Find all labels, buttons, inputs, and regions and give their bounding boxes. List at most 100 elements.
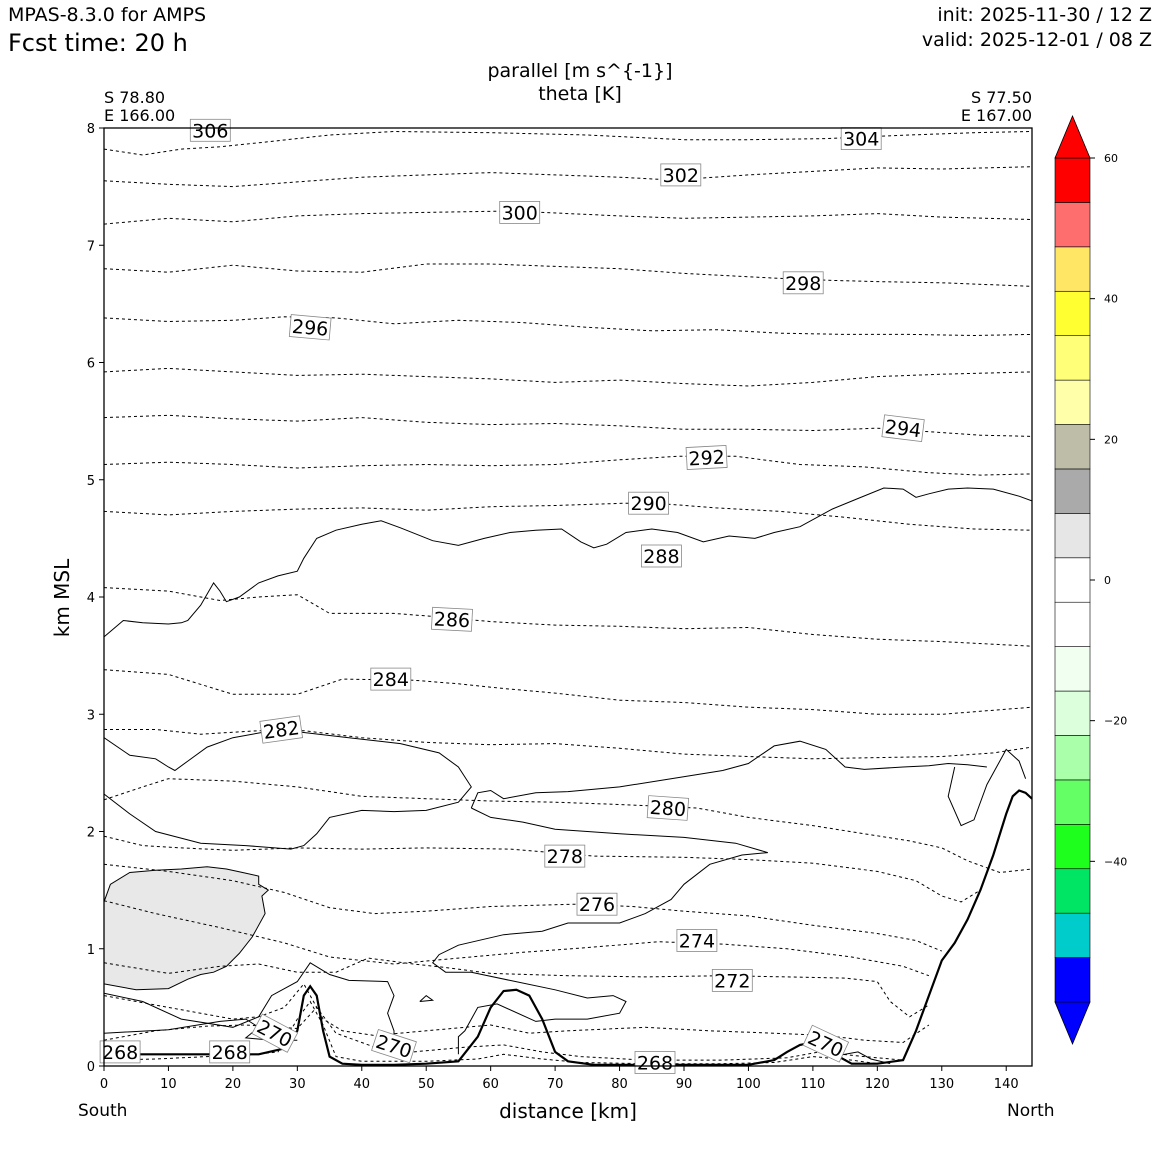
shaded-region [104,866,270,991]
forecast-time: Fcst time: 20 h [8,29,188,57]
theta-label: 280 [646,795,690,821]
theta-label-text: 302 [663,165,699,187]
theta-label: 288 [641,544,682,568]
colorbar-tick-label: 60 [1104,152,1118,165]
x-axis-label: distance [km] [499,1099,637,1123]
colorbar-over-triangle [1054,114,1091,159]
theta-label-box [660,163,702,187]
colorbar-bin [1054,601,1091,647]
theta-label: 290 [628,491,669,515]
colorbar-bin [1054,157,1091,203]
theta-label: 268 [634,1051,676,1075]
contour-labels: 306 304 302 300 298 296 294 292 290 288 286 284 282 2… [99,118,925,1075]
theta-line [104,130,1032,156]
colorbar-tick-label: 20 [1104,433,1118,446]
colorbar-bin [1054,868,1091,914]
theta-line [104,316,1032,337]
theta-label-box [251,1013,299,1053]
colorbar-bin [1054,557,1091,603]
wind-line [947,748,1027,827]
theta-label-box [370,667,412,691]
theta-line [104,455,1032,476]
theta-label-box [782,271,824,295]
theta-label-text: 274 [679,931,715,953]
chart-subtitle: theta [K] [538,83,622,105]
theta-label-box [628,491,669,515]
colorbar-bin [1054,735,1091,781]
theta-label-box [634,1051,676,1074]
y-tick-label: 0 [87,1060,95,1075]
theta-label-text: 304 [843,129,879,151]
colorbar-bin [1054,202,1091,248]
theta-label-text: 268 [637,1053,673,1075]
wind-line [104,487,1032,638]
wind-line [431,807,768,1055]
theta-label-text: 300 [502,202,538,224]
theta-label: 304 [840,127,882,151]
theta-label: 286 [431,606,473,632]
theta-label-text: 272 [714,970,750,992]
x-tick-label: 30 [289,1077,306,1092]
theta-label: 298 [782,271,824,295]
theta-line [104,983,930,1044]
x-tick-label: 70 [547,1077,564,1092]
theta-label: 270 [802,1024,850,1063]
colorbar-bin [1054,468,1091,514]
y-tick-label: 3 [87,708,95,723]
theta-label-text: 284 [373,669,409,691]
theta-label-box [499,200,541,224]
theta-line [104,669,1032,715]
y-tick-label: 4 [87,591,95,606]
theta-label-box [641,544,682,568]
theta-label: 300 [499,200,541,224]
theta-label: 296 [288,314,332,341]
theta-label-box [259,715,303,744]
wind-line [470,740,987,809]
x-tick-label: 80 [611,1077,628,1092]
theta-line [104,263,1032,287]
theta-label: 270 [371,1028,417,1064]
x-tick-label: 50 [418,1077,435,1092]
shaded-regions [104,866,270,991]
theta-label-box [99,1040,141,1064]
terrain-line [104,789,1032,1066]
theta-label-text: 276 [579,894,615,916]
theta-label: 284 [370,667,412,691]
theta-label: 274 [676,929,718,953]
theta-line [104,502,1032,531]
theta-label-box [189,118,231,142]
theta-label: 302 [660,163,702,187]
init-time: init: 2025-11-30 / 12 Z [937,4,1152,26]
theta-line [104,367,1032,387]
theta-label: 278 [544,844,586,868]
right-endpoint-lat: S 77.50 [970,88,1032,107]
theta-label-text: 278 [547,846,583,868]
colorbar-bin [1054,246,1091,292]
theta-label-box [544,844,586,868]
theta-label: 306 [189,118,231,142]
colorbar: 60 40 20 0 −20 −40 [1054,114,1127,1046]
colorbar-tick-label: −40 [1104,855,1127,868]
theta-label-box [685,445,728,470]
theta-label-text: 294 [884,416,923,442]
valid-time: valid: 2025-12-01 / 08 Z [921,29,1152,51]
theta-label-text: 270 [373,1031,414,1063]
theta-label-text: 296 [291,316,329,341]
theta-label-text: 280 [649,797,687,821]
theta-label-box [371,1028,417,1064]
colorbar-tick-label: 0 [1104,574,1111,587]
theta-label-text: 306 [192,120,228,142]
colorbar-under-triangle [1054,1001,1091,1046]
y-tick-label: 2 [87,826,95,841]
colorbar-bin [1054,335,1091,381]
colorbar-bin [1054,690,1091,736]
colorbar-bin [1054,779,1091,825]
theta-label-box [646,795,690,821]
colorbar-tick-label: −20 [1104,715,1127,728]
theta-line [104,900,930,977]
theta-line [104,587,1032,647]
x-tick-label: 110 [800,1077,825,1092]
theta-label: 272 [711,969,753,992]
x-tick-label: 20 [225,1077,242,1092]
theta-label: 276 [576,892,618,916]
